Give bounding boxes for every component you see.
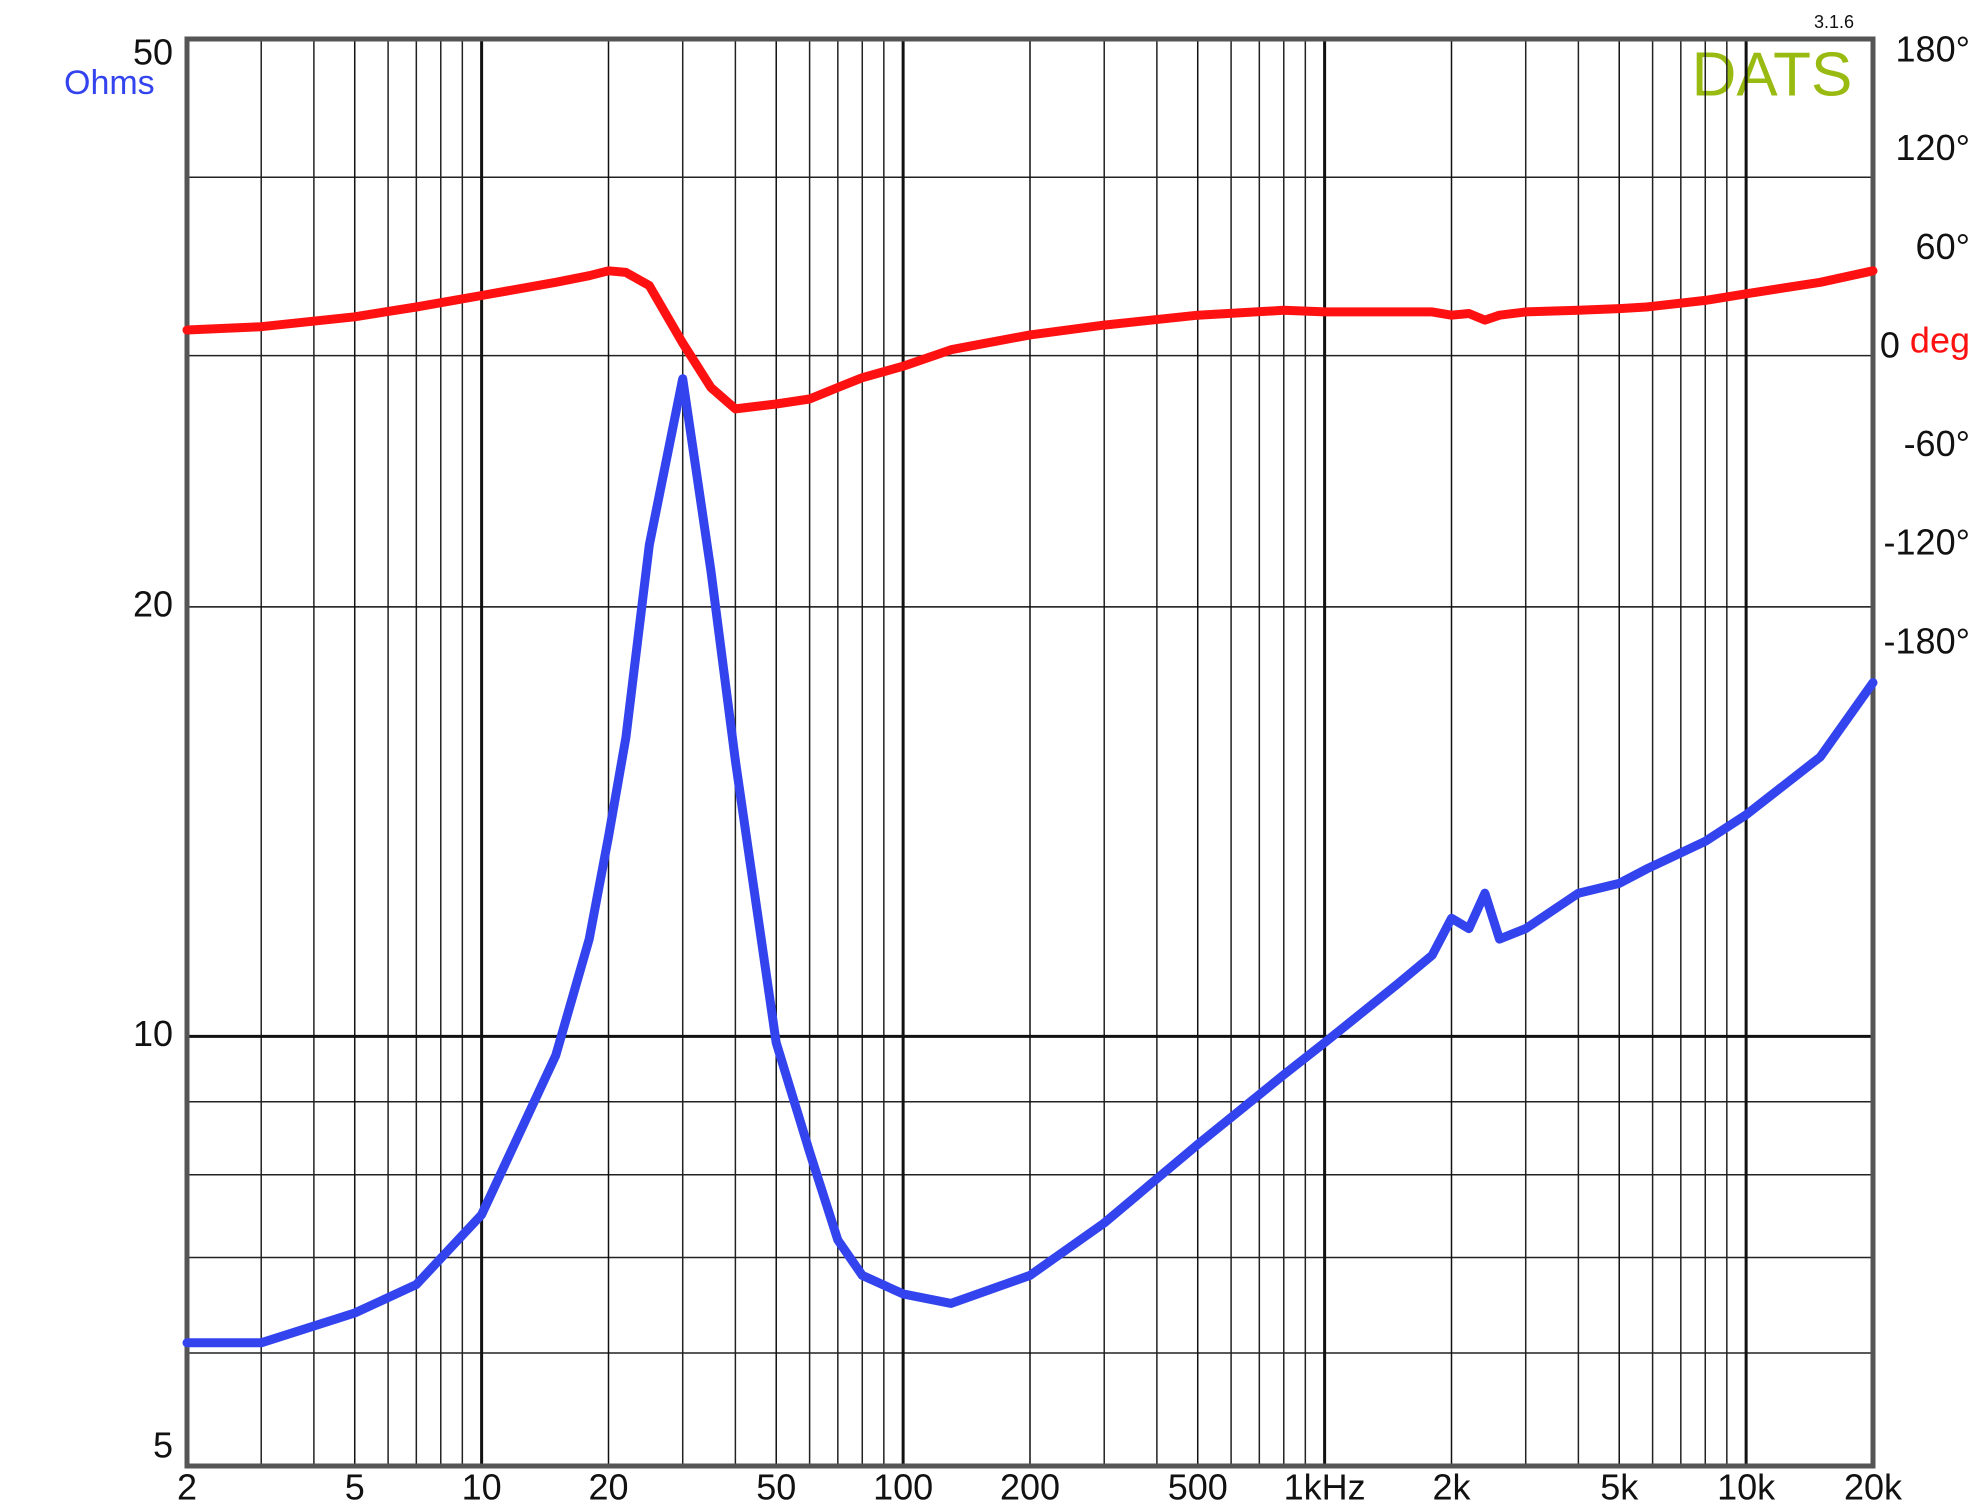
x-tick-label: 20k [1844,1467,1903,1508]
y2-tick-label: -60° [1904,423,1970,464]
y-tick-label: 20 [133,583,173,624]
x-tick-label: 10 [462,1467,502,1508]
y2-tick-label: 180° [1896,29,1970,70]
x-tick-label: 5 [345,1467,365,1508]
y2-tick-label: -180° [1884,620,1970,661]
y-tick-label: 10 [133,1013,173,1054]
series-line [182,266,1878,414]
x-tick-label: 1kHz [1284,1467,1366,1508]
x-tick-label: 50 [756,1467,796,1508]
y2-axis-label: deg [1910,320,1970,361]
x-tick-label: 20 [588,1467,628,1508]
x-tick-label: 2 [177,1467,197,1508]
logo: DATS [1692,40,1853,109]
y-tick-label: 5 [153,1425,173,1466]
x-tick-label: 100 [873,1467,933,1508]
y2-tick-label: -120° [1884,522,1970,563]
x-tick-label: 500 [1168,1467,1228,1508]
y2-tick-label: 0 [1880,324,1900,365]
x-tick-label: 10k [1717,1467,1776,1508]
y2-tick-label: 120° [1896,127,1970,168]
y2-tick-label: 60° [1916,226,1970,267]
x-tick-label: 5k [1600,1467,1639,1508]
version-label: 3.1.6 [1814,12,1854,32]
series-line [182,374,1878,1348]
plot-frame [184,36,1876,1469]
x-tick-label: 200 [1000,1467,1060,1508]
x-tick-label: 2k [1432,1467,1471,1508]
y-axis-label: Ohms [64,64,155,102]
y-tick-label: 50 [133,32,173,73]
